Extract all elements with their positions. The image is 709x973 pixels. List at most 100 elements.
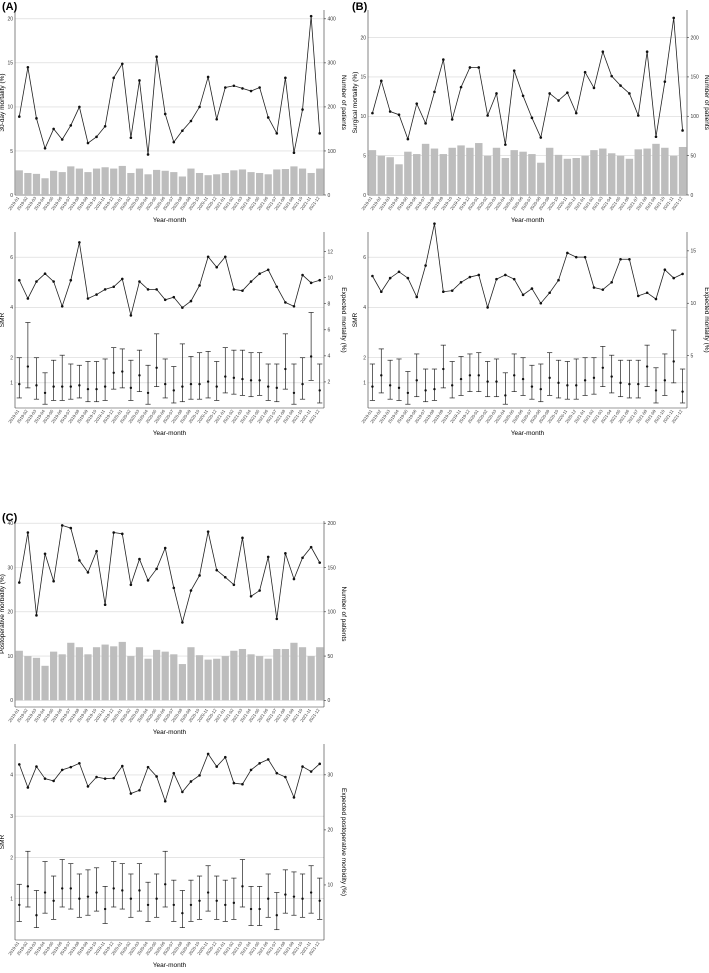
y2-tick-label: 50 (328, 654, 334, 660)
bar-2021-04 (247, 172, 255, 195)
line-point-2021-12 (318, 762, 322, 766)
smr-point-2021-06 (267, 897, 270, 900)
y2-tick-label: 200 (691, 35, 700, 41)
bar-2020-09 (545, 147, 554, 195)
bar-2019-09 (439, 154, 448, 195)
bar-2020-08 (537, 162, 545, 195)
line-point-2020-09 (189, 119, 193, 123)
smr-point-2020-10 (198, 382, 201, 386)
line-point-2020-02 (129, 792, 133, 795)
bar-2021-04 (607, 153, 616, 195)
smr-point-2021-03 (601, 366, 605, 369)
line-point-2021-07 (636, 114, 640, 117)
smr-point-2020-12 (575, 384, 578, 387)
line-point-2019-09 (86, 571, 90, 574)
x-axis-title: Year-month (511, 217, 545, 224)
x-axis-title: Year-month (153, 962, 187, 969)
line-point-2019-11 (459, 85, 463, 89)
bar-2020-11 (204, 659, 212, 701)
line-point-2021-02 (592, 286, 596, 289)
smr-point-2019-08 (78, 384, 81, 387)
bar-2019-11 (101, 644, 109, 701)
smr-point-2019-02 (26, 885, 30, 888)
line-point-2021-08 (645, 50, 649, 54)
line-point-2019-07 (69, 278, 73, 282)
line-point-2020-06 (521, 293, 525, 297)
smr-point-2020-03 (138, 374, 141, 377)
smr-point-2019-08 (433, 387, 436, 391)
smr-point-2020-07 (172, 903, 175, 907)
line-point-2021-08 (284, 76, 287, 80)
smr-point-2020-04 (504, 394, 507, 397)
line-point-2020-08 (181, 790, 184, 794)
bar-2020-07 (170, 172, 178, 195)
line-point-2021-11 (309, 770, 313, 773)
y-tick-label: 1 (10, 897, 13, 903)
bar-2020-06 (519, 151, 527, 195)
bar-2020-01 (118, 641, 126, 701)
series-line (18, 524, 321, 625)
line-point-2020-09 (548, 291, 551, 295)
chart-B-bottom: 1246510152019-012019-022019-032019-04201… (352, 222, 709, 437)
line-point-2019-08 (78, 105, 81, 109)
y-tick-label: 3 (10, 814, 13, 820)
line-point-2021-06 (266, 268, 270, 272)
smr-point-2021-04 (249, 907, 253, 911)
line-point-2021-10 (663, 268, 667, 272)
line-point-2020-02 (129, 136, 133, 140)
line-point-2020-08 (539, 301, 543, 305)
line-point-2021-05 (258, 761, 261, 765)
y2-tick-label: 5 (691, 353, 694, 359)
bar-2021-08 (643, 148, 651, 195)
smr-point-2019-12 (468, 374, 472, 377)
y2-tick-label: 50 (691, 153, 697, 159)
line-point-2019-04 (43, 552, 47, 556)
y-axis-title: Surgical mortality (%) (352, 72, 359, 134)
line-point-2019-08 (433, 90, 436, 94)
smr-point-2019-02 (26, 365, 30, 368)
line-point-2019-09 (86, 297, 90, 300)
line-point-2019-06 (60, 524, 64, 527)
line-point-2021-11 (309, 14, 313, 18)
y2-axis-title: Expected mortality (%) (703, 287, 709, 352)
bar-2020-02 (483, 155, 492, 195)
line-point-2020-07 (530, 116, 534, 120)
line-point-2019-09 (86, 785, 90, 788)
line-point-2019-03 (35, 765, 38, 768)
smr-point-2021-12 (318, 389, 321, 392)
bar-2020-05 (153, 169, 161, 195)
bar-2019-01 (15, 170, 23, 195)
chart-C-top: 0102030400501001502002019-012019-022019-… (0, 512, 347, 736)
smr-point-2021-03 (241, 377, 244, 381)
bar-2019-08 (430, 148, 439, 195)
line-point-2020-04 (146, 153, 150, 156)
smr-point-2020-01 (121, 370, 124, 373)
line-point-2019-08 (78, 761, 81, 765)
line-point-2021-02 (232, 84, 236, 88)
bar-2020-10 (195, 655, 204, 701)
bar-2019-04 (395, 164, 403, 195)
line-point-2020-11 (206, 75, 210, 79)
line-point-2019-03 (35, 614, 38, 617)
line-point-2019-10 (95, 135, 98, 139)
bar-2019-10 (92, 647, 101, 701)
line-point-2020-04 (504, 273, 507, 277)
smr-point-2019-10 (95, 387, 98, 391)
line-point-2020-11 (206, 530, 210, 533)
bar-2021-06 (264, 174, 272, 195)
smr-point-2020-07 (172, 389, 175, 392)
line-point-2021-10 (301, 108, 304, 111)
line-point-2021-06 (266, 758, 270, 761)
bar-2020-11 (204, 175, 212, 195)
line-point-2019-12 (468, 66, 472, 69)
smr-point-2021-09 (654, 389, 658, 392)
line-point-2019-09 (442, 58, 445, 61)
bar-2021-06 (264, 658, 272, 701)
line-point-2021-11 (672, 276, 676, 280)
smr-point-2019-11 (103, 385, 107, 388)
bar-2019-11 (101, 167, 109, 195)
line-point-2020-07 (172, 771, 176, 775)
bar-2020-06 (161, 170, 169, 195)
line-point-2021-01 (223, 86, 227, 89)
line-point-2021-11 (309, 281, 313, 285)
